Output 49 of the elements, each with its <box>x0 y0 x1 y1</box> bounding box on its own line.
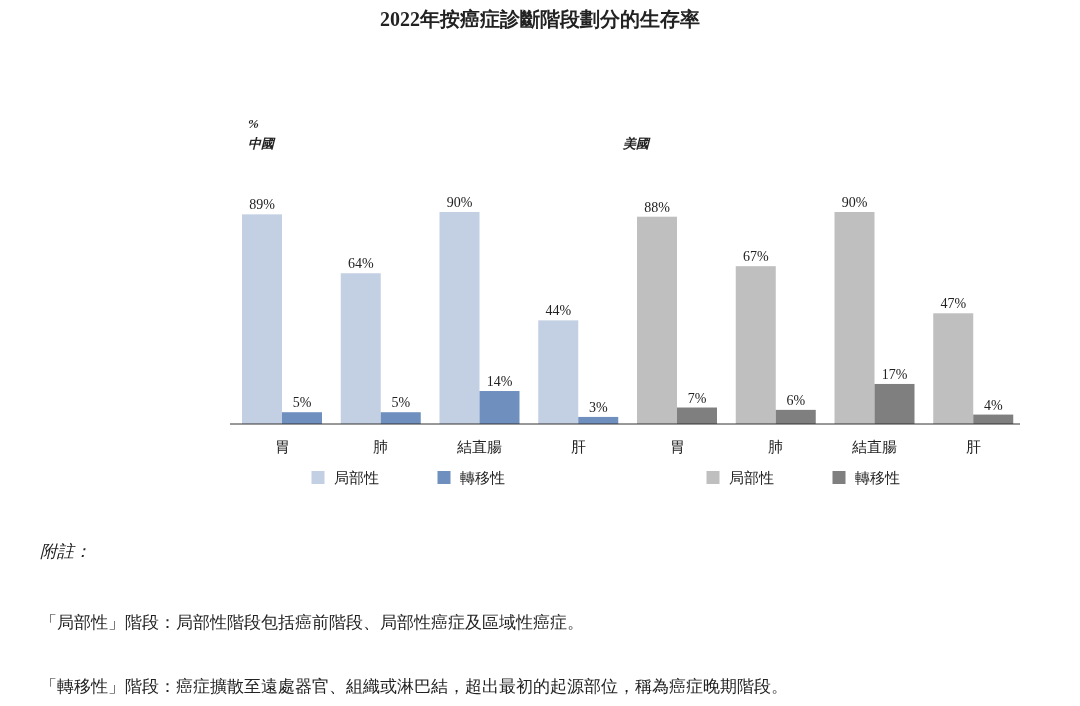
bar <box>735 266 776 424</box>
x-tick-label: 肝 <box>965 439 981 455</box>
data-label: 6% <box>786 392 806 408</box>
data-label: 44% <box>545 303 572 319</box>
data-label: 90% <box>446 195 473 210</box>
x-tick-label: 胃 <box>669 439 685 455</box>
chart-subtitle: 美國 <box>622 136 651 151</box>
data-label: 14% <box>486 374 513 390</box>
legend-label: 局部性 <box>728 470 774 486</box>
x-tick-label: 肝 <box>570 439 586 455</box>
bar <box>933 313 974 424</box>
bar <box>380 412 421 424</box>
bar <box>538 320 579 424</box>
x-tick-label: 肺 <box>768 439 784 455</box>
bar <box>242 214 282 424</box>
text: 附註： <box>40 542 91 561</box>
text: 「局部性」階段：局部性階段包括癌前階段、局部性癌症及區域性癌症。 <box>40 613 584 632</box>
data-label: 5% <box>391 395 411 411</box>
data-label: 89% <box>249 197 276 213</box>
data-label: 47% <box>940 296 967 312</box>
bar <box>479 391 520 424</box>
data-label: 90% <box>841 195 868 210</box>
bar <box>874 383 915 424</box>
data-label: 88% <box>644 199 671 215</box>
x-tick-label: 肺 <box>373 439 389 455</box>
data-label: 64% <box>347 256 374 272</box>
text: 「轉移性」階段：癌症擴散至遠處器官、組織或淋巴結，超出最初的起源部位，稱為癌症晚期階段。 <box>40 677 788 696</box>
legend-label: 局部性 <box>333 470 379 486</box>
bar <box>637 216 677 424</box>
x-tick-label: 胃 <box>274 439 290 455</box>
bar <box>775 409 816 424</box>
bar <box>439 212 480 424</box>
x-tick-label: 結直腸 <box>851 439 897 455</box>
bar <box>834 212 875 424</box>
y-axis-title: % <box>248 116 259 131</box>
data-label: 17% <box>881 366 908 382</box>
data-label: 3% <box>588 399 608 415</box>
data-label: 7% <box>687 390 707 406</box>
chart-title: 2022年按癌症診斷階段劃分的生存率 <box>380 8 700 30</box>
legend-label: 轉移性 <box>459 470 505 486</box>
data-label: 5% <box>292 395 312 411</box>
bar <box>282 412 322 424</box>
chart-subtitle: 中國 <box>248 136 276 151</box>
x-tick-label: 結直腸 <box>456 439 502 455</box>
data-label: 67% <box>742 249 769 265</box>
legend-label: 轉移性 <box>854 470 900 486</box>
bar <box>340 273 381 424</box>
data-label: 4% <box>983 397 1003 413</box>
bar <box>677 407 717 424</box>
